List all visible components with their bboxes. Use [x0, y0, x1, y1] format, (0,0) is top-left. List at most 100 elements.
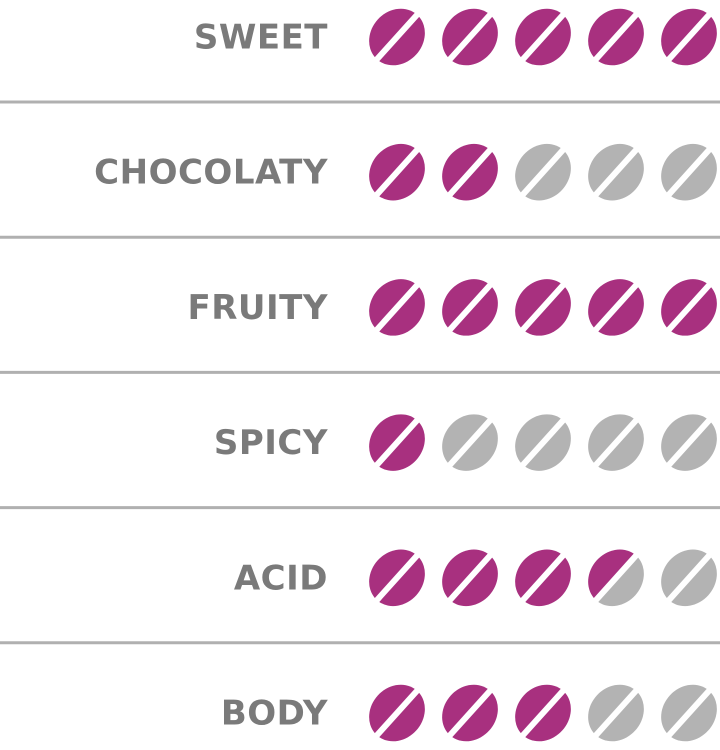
bean: [515, 684, 571, 742]
bean-half: [588, 8, 634, 58]
bean-half: [525, 692, 571, 742]
bean: [588, 549, 644, 607]
bean-half: [661, 684, 707, 734]
bean-half: [442, 684, 488, 734]
bean: [588, 8, 644, 66]
bean: [661, 414, 717, 471]
bean: [661, 684, 717, 742]
rating-row: BODY: [221, 684, 717, 742]
bean: [515, 8, 571, 66]
bean-half: [525, 557, 571, 607]
bean-half: [369, 279, 415, 328]
bean-half: [369, 684, 415, 734]
rating-row: CHOCOLATY: [94, 143, 717, 201]
bean-half: [452, 152, 498, 201]
bean-half: [588, 279, 634, 328]
bean: [442, 414, 498, 471]
bean-half: [452, 287, 498, 336]
bean-half: [588, 549, 634, 598]
bean-half: [671, 152, 717, 201]
bean-half: [379, 287, 425, 336]
bean-half: [379, 422, 425, 471]
bean-half: [379, 16, 425, 66]
bean-half: [598, 422, 644, 471]
rating-row: SWEET: [194, 8, 717, 66]
flavor-label: SWEET: [194, 18, 328, 58]
bean: [515, 143, 571, 201]
bean: [369, 684, 425, 742]
bean: [588, 279, 644, 336]
bean-half: [515, 684, 561, 734]
bean-half: [442, 549, 488, 598]
bean: [442, 8, 498, 66]
flavor-label: ACID: [234, 558, 328, 598]
bean-half: [452, 557, 498, 607]
bean: [661, 279, 717, 336]
bean-half: [369, 549, 415, 598]
bean-half: [525, 287, 571, 336]
bean-half: [661, 549, 707, 598]
bean-half: [442, 143, 488, 193]
bean-half: [671, 422, 717, 471]
bean: [369, 549, 425, 607]
bean-half: [515, 8, 561, 58]
bean-half: [661, 414, 707, 463]
bean-half: [369, 8, 415, 58]
bean-half: [598, 692, 644, 742]
bean-half: [525, 422, 571, 471]
bean: [369, 143, 425, 201]
bean: [661, 8, 717, 66]
bean-half: [379, 692, 425, 742]
bean-half: [661, 143, 707, 193]
bean-half: [671, 16, 717, 66]
bean-half: [671, 692, 717, 742]
bean: [588, 414, 644, 471]
flavor-label: BODY: [221, 694, 328, 734]
bean-half: [442, 414, 488, 463]
flavor-label: SPICY: [214, 423, 328, 463]
bean-half: [369, 414, 415, 463]
bean: [369, 8, 425, 66]
bean: [661, 549, 717, 607]
rating-row: ACID: [234, 549, 717, 607]
bean: [515, 279, 571, 336]
bean: [442, 279, 498, 336]
bean-half: [598, 557, 644, 607]
bean-half: [452, 692, 498, 742]
bean-half: [452, 16, 498, 66]
flavor-label: FRUITY: [188, 288, 328, 328]
flavor-label: CHOCOLATY: [94, 153, 328, 193]
rating-row: SPICY: [214, 414, 717, 471]
bean-half: [671, 287, 717, 336]
bean-half: [515, 143, 561, 193]
bean: [661, 143, 717, 201]
bean: [515, 414, 571, 471]
bean-half: [661, 8, 707, 58]
bean-half: [452, 422, 498, 471]
bean-half: [598, 287, 644, 336]
bean-half: [442, 8, 488, 58]
rating-row: FRUITY: [188, 279, 717, 336]
bean: [369, 279, 425, 336]
bean-half: [671, 557, 717, 607]
bean: [588, 684, 644, 742]
bean-half: [661, 279, 707, 328]
bean: [588, 143, 644, 201]
bean-half: [515, 279, 561, 328]
bean: [442, 684, 498, 742]
bean-half: [525, 16, 571, 66]
bean-half: [369, 143, 415, 193]
bean-half: [588, 143, 634, 193]
bean: [369, 414, 425, 471]
bean-half: [379, 557, 425, 607]
bean-half: [515, 414, 561, 463]
bean-half: [598, 152, 644, 201]
bean-half: [515, 549, 561, 598]
bean-half: [525, 152, 571, 201]
bean: [515, 549, 571, 607]
bean-half: [588, 414, 634, 463]
bean-half: [442, 279, 488, 328]
bean-half: [379, 152, 425, 201]
bean: [442, 549, 498, 607]
bean-half: [598, 16, 644, 66]
